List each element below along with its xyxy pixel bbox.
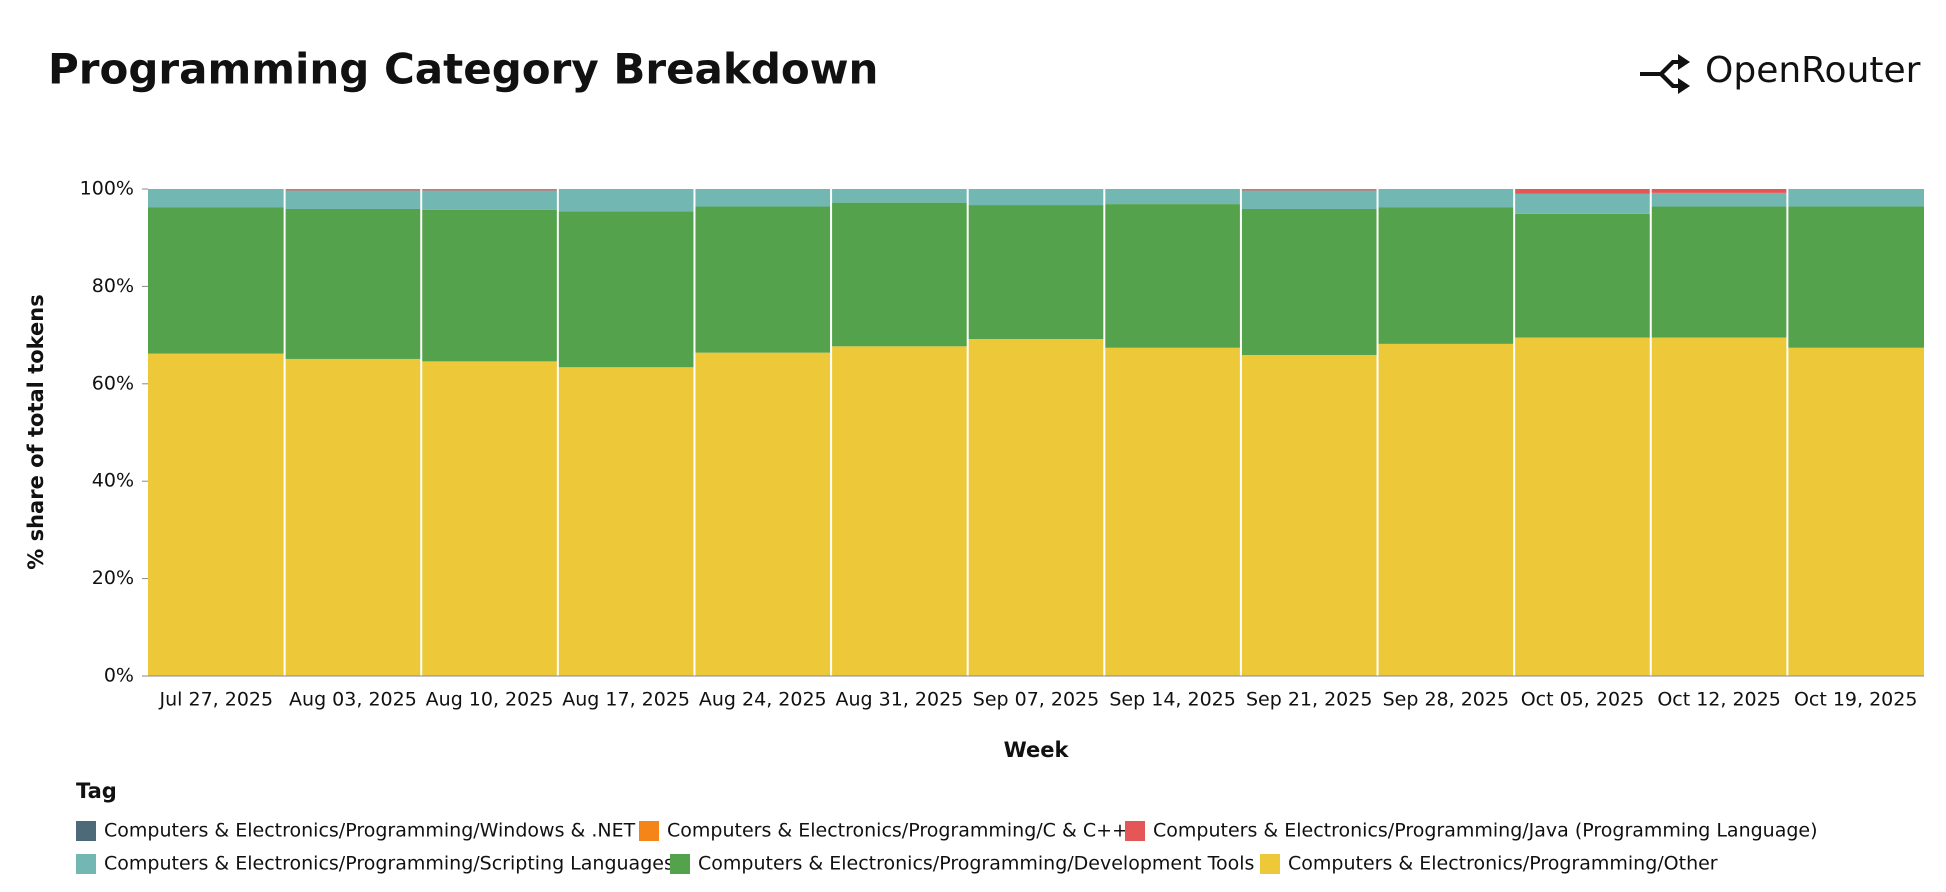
legend-label: Computers & Electronics/Programming/Othe… (1288, 853, 1718, 875)
legend-label: Computers & Electronics/Programming/Scri… (104, 853, 674, 875)
x-tick-label: Oct 05, 2025 (1521, 689, 1645, 711)
bar-segment (1787, 206, 1924, 348)
x-tick-label: Jul 27, 2025 (159, 689, 274, 711)
x-tick-label: Aug 31, 2025 (836, 689, 964, 711)
legend-swatch (1260, 854, 1280, 874)
bar-segment (967, 189, 1105, 206)
legend-label: Computers & Electronics/Programming/Java… (1153, 820, 1818, 842)
y-tick-label: 80% (92, 275, 134, 297)
bar-segment (1104, 204, 1241, 348)
bar-segment (1514, 337, 1651, 676)
y-tick-label: 20% (92, 567, 134, 589)
legend-swatch (639, 821, 659, 841)
bar-segment (421, 189, 558, 191)
legend-label: Computers & Electronics/Programming/Deve… (698, 853, 1254, 875)
logo-icon (1640, 54, 1690, 94)
bar-segment (1787, 347, 1924, 676)
bar-segment (694, 352, 832, 676)
bar-segment (148, 353, 285, 676)
bar-segment (148, 207, 285, 354)
bar-segment (694, 206, 832, 353)
bar-segment (1377, 343, 1515, 676)
bar-segment (1240, 189, 1378, 191)
y-tick-label: 0% (104, 665, 134, 687)
y-tick-label: 60% (92, 372, 134, 394)
bar-segment (421, 190, 558, 210)
bar-segment (831, 189, 968, 203)
bar-segment (1514, 189, 1651, 194)
bar-segment (284, 189, 422, 191)
bar-segment (148, 189, 285, 208)
x-tick-label: Sep 07, 2025 (973, 689, 1099, 711)
bar-segment (557, 211, 695, 368)
bar-segment (1104, 189, 1241, 205)
x-tick-label: Aug 17, 2025 (562, 689, 690, 711)
bar-segment (1377, 207, 1515, 344)
bar-segment (1650, 337, 1788, 676)
bar-segment (421, 361, 558, 676)
bar-segment (421, 209, 558, 362)
bar-segment (1240, 355, 1378, 676)
bar-segment (967, 205, 1105, 339)
bar-segment (284, 190, 422, 209)
x-tick-label: Aug 10, 2025 (426, 689, 554, 711)
x-tick-label: Sep 14, 2025 (1109, 689, 1235, 711)
x-tick-label: Sep 28, 2025 (1383, 689, 1509, 711)
bar-segment (1514, 213, 1651, 338)
x-tick-label: Aug 24, 2025 (699, 689, 827, 711)
legend-label: Computers & Electronics/Programming/C & … (667, 820, 1128, 842)
legend-swatch (670, 854, 690, 874)
bar-segment (1650, 192, 1788, 207)
bar-segment (1377, 189, 1515, 208)
y-axis-title: % share of total tokens (24, 294, 48, 570)
brand-name: OpenRouter (1705, 50, 1921, 91)
bar-segment (1240, 208, 1378, 356)
legend-title: Tag (76, 779, 117, 803)
bar-segment (1240, 190, 1378, 209)
bar-segment (284, 208, 422, 359)
bar-segment (1104, 347, 1241, 676)
legend-swatch (1125, 821, 1145, 841)
bar-segment (831, 202, 968, 347)
bar-segment (557, 367, 695, 676)
bar-segment (1787, 189, 1924, 207)
x-tick-label: Sep 21, 2025 (1246, 689, 1372, 711)
x-tick-label: Aug 03, 2025 (289, 689, 417, 711)
legend-swatch (76, 821, 96, 841)
bar-segment (1514, 193, 1651, 214)
x-tick-label: Oct 19, 2025 (1794, 689, 1918, 711)
legend-swatch (76, 854, 96, 874)
bar-segment (1650, 206, 1788, 338)
brand-logo: OpenRouter (1640, 50, 1921, 94)
bar-segment (557, 189, 695, 212)
y-tick-label: 100% (80, 178, 134, 200)
x-tick-label: Oct 12, 2025 (1657, 689, 1781, 711)
chart-title: Programming Category Breakdown (48, 45, 878, 94)
bar-segment (831, 346, 968, 676)
bar-segment (694, 189, 832, 207)
bar-segment (1650, 189, 1788, 193)
x-axis-title: Week (1004, 738, 1070, 762)
y-tick-label: 40% (92, 470, 134, 492)
legend-label: Computers & Electronics/Programming/Wind… (104, 820, 636, 842)
bar-segment (967, 338, 1105, 676)
bar-segment (284, 358, 422, 676)
